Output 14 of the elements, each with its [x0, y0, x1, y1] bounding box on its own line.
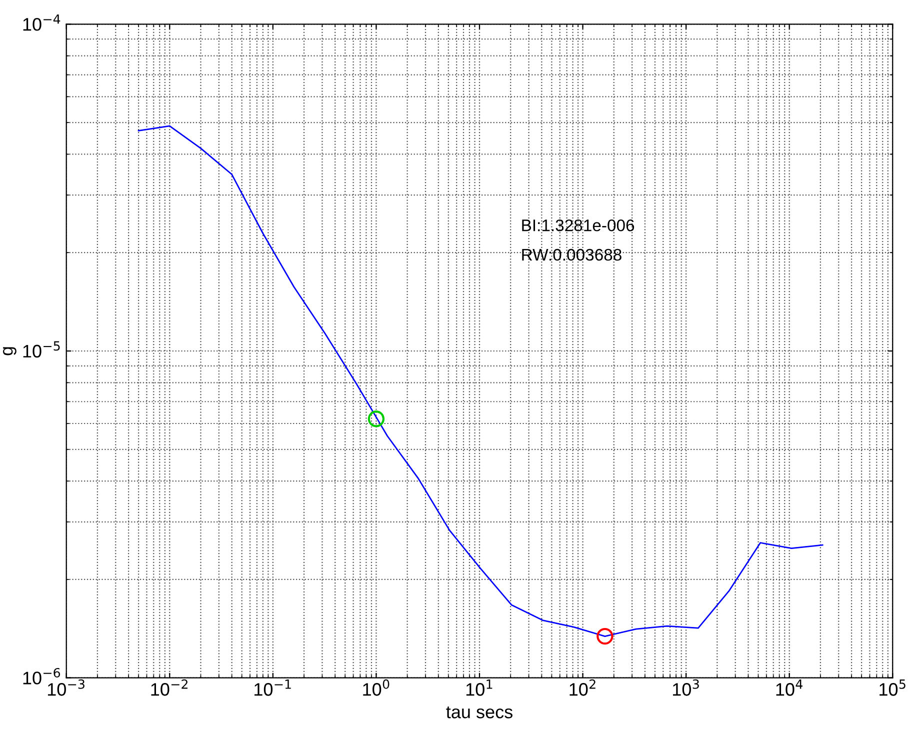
x-tick-label: 10$^{−2}$ [151, 679, 188, 696]
x-tick-label: 10$^{1}$ [466, 680, 492, 696]
x-tick-label: 10$^{4}$ [776, 680, 802, 696]
x-tick-label: 10$^{−1}$ [254, 680, 291, 696]
annotation: RW:0.003688 [522, 248, 622, 261]
annotation: BI:1.3281e-006 [522, 219, 634, 232]
y-axis-title: g [2, 347, 16, 356]
x-tick-label: 10$^{5}$ [880, 680, 906, 696]
x-axis-title: tau secs [446, 706, 512, 718]
x-tick-label: 10$^{3}$ [673, 679, 699, 696]
x-tick-label: 10$^{0}$ [363, 679, 390, 696]
y-tick-label: 10$^{−5}$ [23, 341, 60, 358]
y-tick-label: 10$^{−4}$ [23, 14, 60, 31]
x-tick-label: 10$^{2}$ [570, 679, 596, 696]
